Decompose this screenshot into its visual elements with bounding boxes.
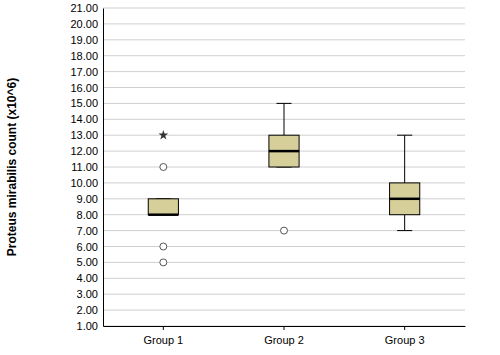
- grid-line: [103, 151, 465, 152]
- grid-line: [103, 39, 465, 40]
- outlier: [160, 259, 167, 266]
- y-tick: 12.00: [70, 145, 103, 157]
- y-tick-label: 1.00: [77, 320, 98, 332]
- y-tick-label: 21.00: [70, 2, 98, 14]
- grid-line: [103, 71, 465, 72]
- y-axis-title: Proteus mirabilis count (x10^6): [5, 78, 19, 256]
- outlier: [160, 243, 167, 250]
- grid-line: [103, 8, 465, 9]
- x-tick-mark: [284, 326, 285, 330]
- y-tick: 6.00: [77, 241, 103, 253]
- y-tick-label: 7.00: [77, 225, 98, 237]
- plot-area: [148, 103, 420, 266]
- y-tick: 1.00: [77, 320, 103, 332]
- y-tick: 19.00: [70, 34, 103, 46]
- box: [269, 135, 299, 167]
- y-tick: 2.00: [77, 304, 103, 316]
- y-tick: 13.00: [70, 129, 103, 141]
- y-tick: 4.00: [77, 272, 103, 284]
- y-tick-label: 2.00: [77, 304, 98, 316]
- y-tick: 16.00: [70, 82, 103, 94]
- box-plot: [269, 103, 299, 234]
- box: [148, 199, 178, 215]
- x-tick-label: Group 1: [143, 334, 183, 346]
- grid-line: [103, 278, 465, 279]
- y-axis: 1.00 2.00 3.00 4.00 5.00 6.00 7.00 8.00 9.00 10.0…: [70, 2, 103, 332]
- x-tick: Group 1: [143, 326, 183, 346]
- y-tick: 18.00: [70, 50, 103, 62]
- y-tick: 11.00: [71, 161, 103, 173]
- y-tick-label: 15.00: [70, 97, 98, 109]
- y-tick-label: 12.00: [70, 145, 98, 157]
- box-plot: [148, 130, 178, 266]
- y-tick-label: 5.00: [77, 256, 98, 268]
- y-tick-label: 9.00: [77, 193, 98, 205]
- x-tick: Group 3: [385, 326, 425, 346]
- x-tick-mark: [163, 326, 164, 330]
- grid-line: [103, 262, 465, 263]
- median: [148, 213, 178, 216]
- y-tick-label: 18.00: [70, 50, 98, 62]
- y-tick: 9.00: [77, 193, 103, 205]
- grid: [103, 8, 465, 326]
- y-tick-label: 16.00: [70, 82, 98, 94]
- chart: 1.00 2.00 3.00 4.00 5.00 6.00 7.00 8.00 9.00 10.0…: [0, 0, 500, 355]
- y-tick-label: 14.00: [70, 113, 98, 125]
- y-tick: 15.00: [70, 97, 103, 109]
- extreme: [158, 130, 168, 139]
- x-tick-mark: [404, 326, 405, 330]
- y-tick-label: 4.00: [77, 272, 98, 284]
- outlier: [281, 227, 288, 234]
- y-tick-label: 6.00: [77, 241, 98, 253]
- lower-cap: [397, 230, 412, 231]
- upper-whisker: [404, 135, 405, 183]
- upper-cap: [276, 103, 291, 104]
- lower-whisker: [404, 215, 405, 231]
- y-tick: 17.00: [70, 66, 103, 78]
- grid-line: [103, 310, 465, 311]
- outlier: [160, 164, 167, 171]
- x-tick: Group 2: [264, 326, 304, 346]
- y-tick-label: 13.00: [70, 129, 98, 141]
- y-tick: 20.00: [70, 18, 103, 30]
- grid-line: [103, 246, 465, 247]
- y-tick: 21.00: [70, 2, 103, 14]
- upper-whisker: [284, 103, 285, 135]
- x-tick-label: Group 3: [385, 334, 425, 346]
- x-axis: Group 1 Group 2 Group 3: [104, 326, 466, 346]
- y-tick: 5.00: [77, 256, 103, 268]
- grid-line: [103, 294, 465, 295]
- y-tick-label: 8.00: [77, 209, 98, 221]
- y-tick-label: 17.00: [70, 66, 98, 78]
- grid-line: [103, 87, 465, 88]
- y-tick: 7.00: [77, 225, 103, 237]
- y-tick-label: 20.00: [70, 18, 98, 30]
- box: [390, 183, 420, 215]
- grid-line: [103, 23, 465, 24]
- y-tick-label: 19.00: [70, 34, 98, 46]
- upper-cap: [397, 135, 412, 136]
- y-tick: 10.00: [70, 177, 103, 189]
- median: [269, 150, 299, 153]
- y-tick: 8.00: [77, 209, 103, 221]
- y-tick: 14.00: [70, 113, 103, 125]
- median: [390, 198, 420, 201]
- y-tick: 3.00: [77, 288, 103, 300]
- grid-line: [103, 103, 465, 104]
- x-tick-label: Group 2: [264, 334, 304, 346]
- grid-line: [103, 55, 465, 56]
- y-tick-label: 11.00: [71, 161, 98, 173]
- y-tick-label: 3.00: [77, 288, 98, 300]
- y-axis-line: [103, 9, 104, 327]
- y-tick-label: 10.00: [70, 177, 98, 189]
- box-plot: [390, 135, 420, 230]
